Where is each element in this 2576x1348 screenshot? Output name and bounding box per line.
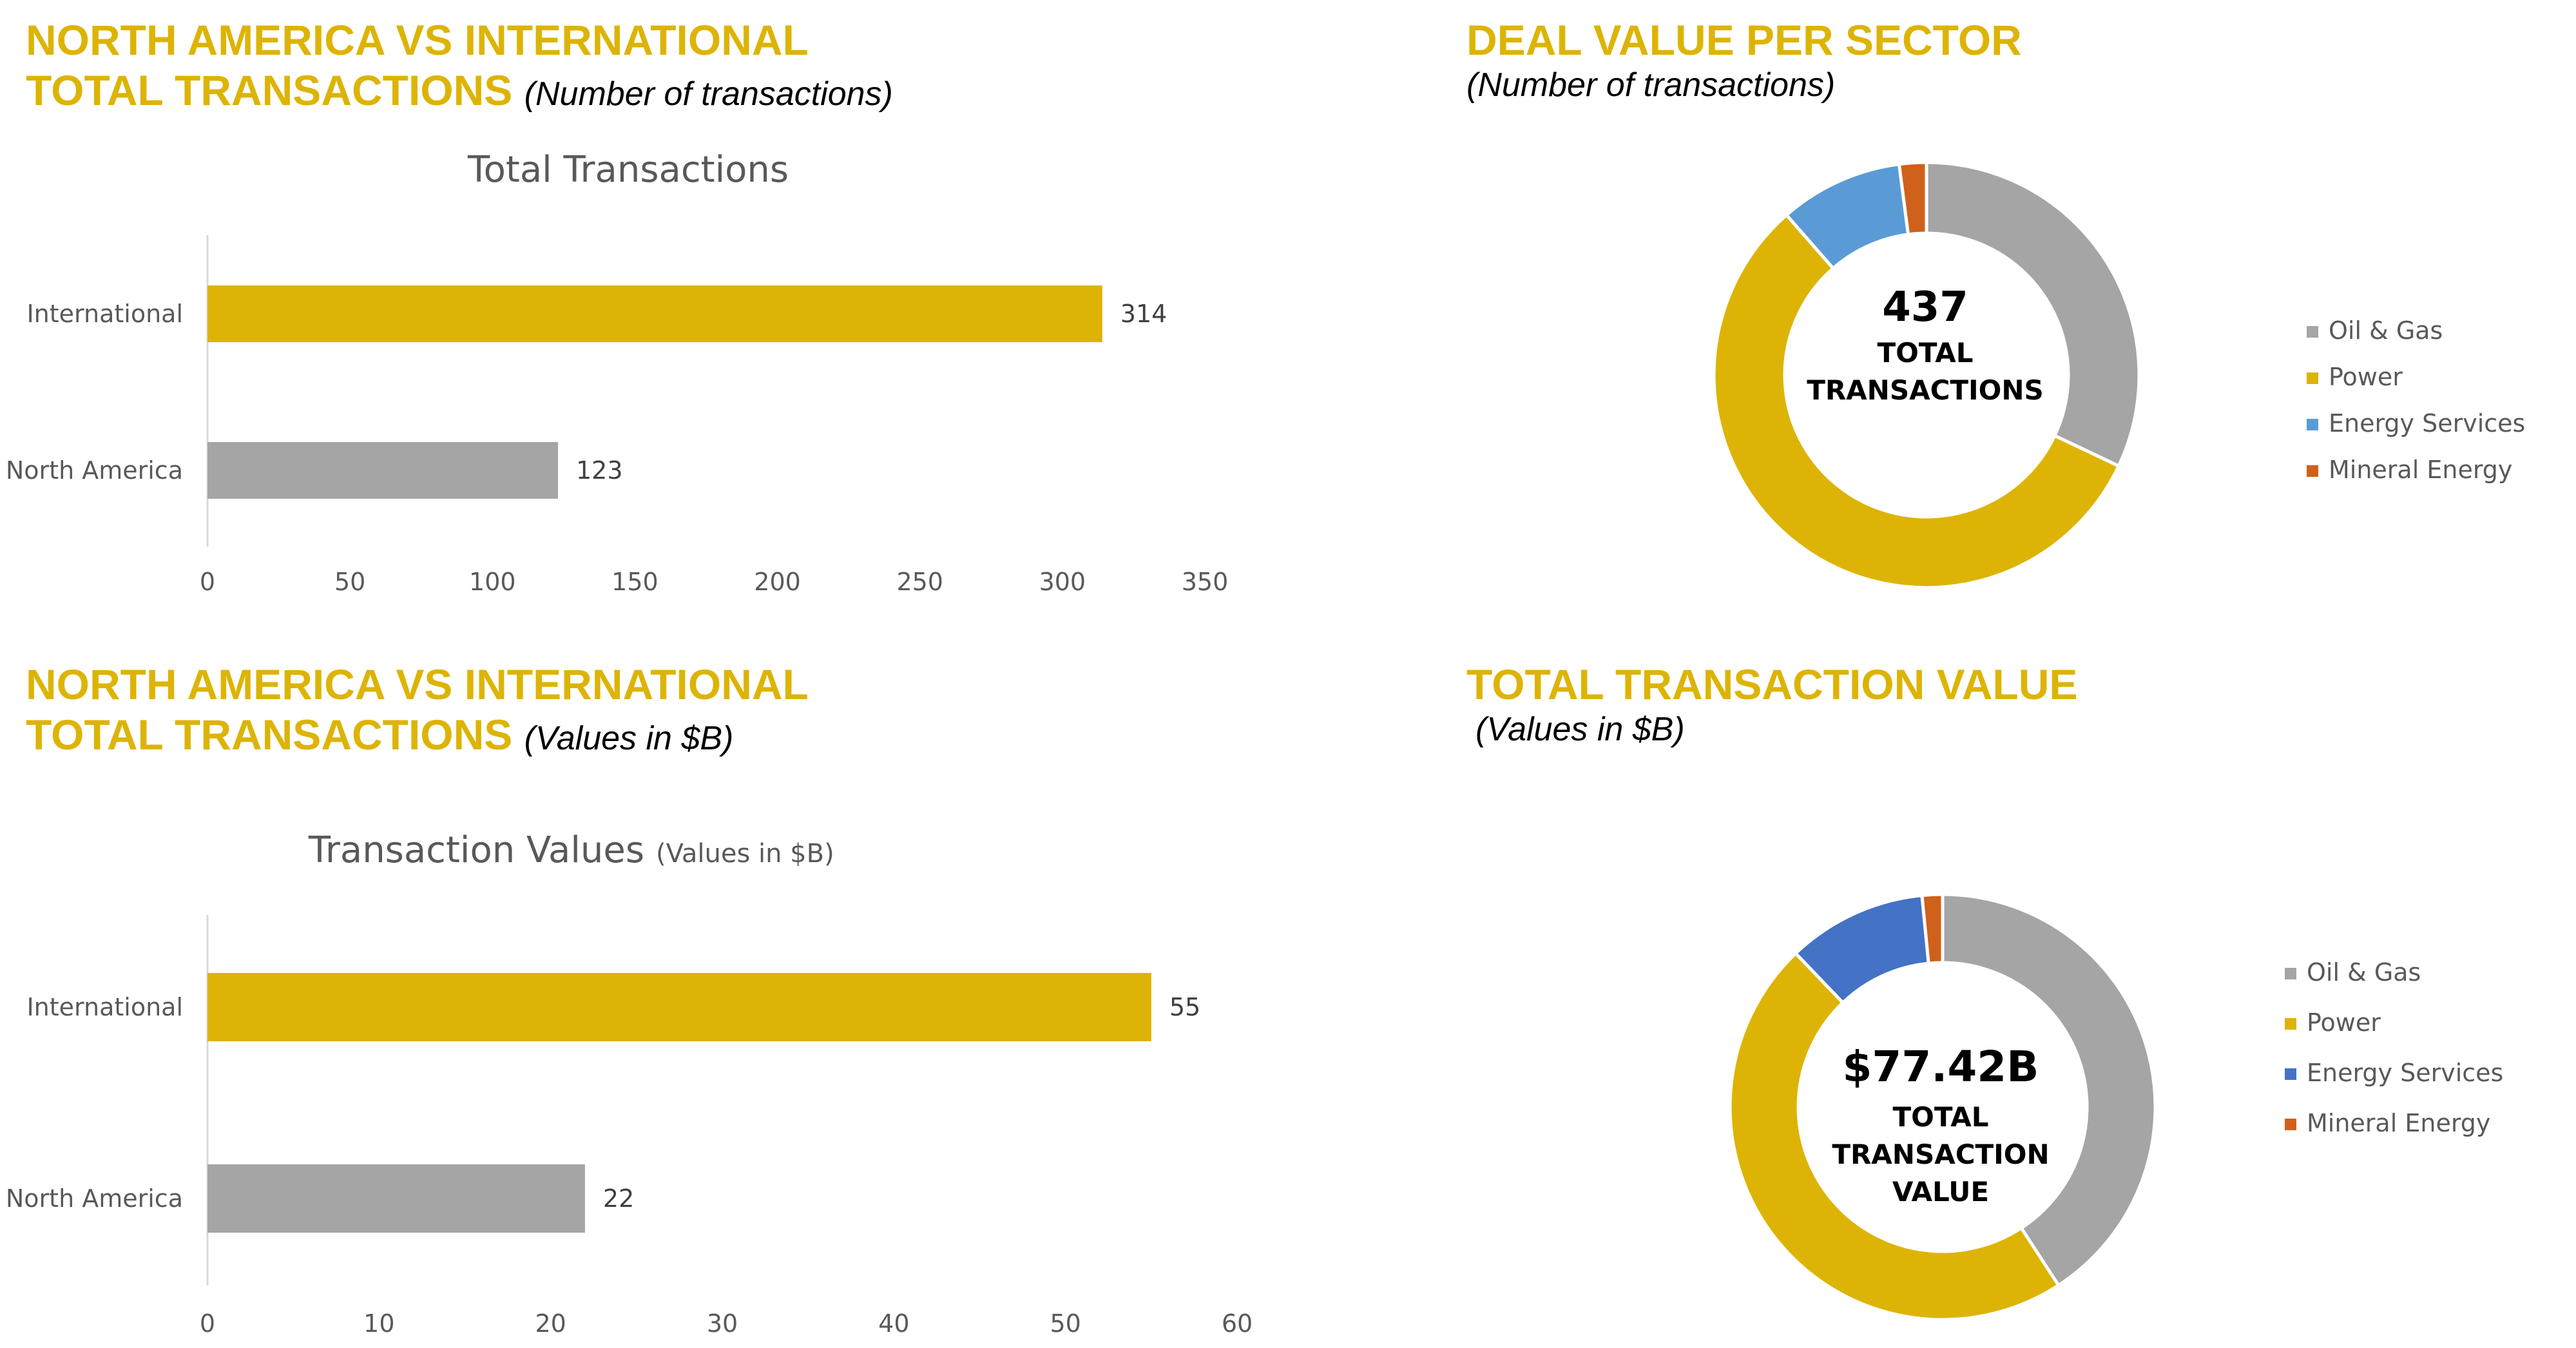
- top-left-heading-sub: (Number of transactions): [524, 75, 893, 113]
- legend-label: Energy Services: [2329, 409, 2525, 438]
- top-left-heading-line2: TOTAL TRANSACTIONS (Number of transactio…: [26, 64, 893, 120]
- bottom-left-heading-line1: NORTH AMERICA VS INTERNATIONAL: [26, 660, 809, 708]
- x-tick-label: 50: [1050, 1309, 1081, 1338]
- bottom-left-heading-sub: (Values in $B): [524, 720, 734, 757]
- top-left-heading-main: TOTAL TRANSACTIONS: [26, 66, 513, 114]
- data-label: 55: [1169, 993, 1200, 1021]
- legend-swatch: [2285, 1018, 2296, 1030]
- slice-oil-gas: [1941, 892, 2157, 1288]
- data-label: 123: [576, 456, 623, 485]
- donut-center-label-line3: VALUE: [1892, 1176, 1989, 1208]
- data-label: 22: [603, 1184, 634, 1213]
- chart-title: Transaction Values: [308, 829, 644, 871]
- bar-international: [207, 285, 1102, 342]
- chart-title: Total Transactions: [467, 149, 789, 191]
- slice-power: [1728, 950, 2061, 1322]
- bar-international: [207, 973, 1151, 1041]
- legend-label: Energy Services: [2307, 1059, 2503, 1087]
- bottom-right-heading: TOTAL TRANSACTION VALUE: [1466, 660, 2078, 708]
- chart-total-transactions: Total Transactions International 314 North…: [6, 149, 1229, 596]
- x-tick-label: 0: [200, 568, 215, 596]
- slice-power: [1712, 213, 2121, 590]
- category-label: International: [26, 993, 183, 1021]
- donut-center-label-line1: TOTAL: [1877, 337, 1973, 369]
- slice-mineral-energy: [1897, 160, 1928, 236]
- slice-oil-gas: [1925, 160, 2141, 468]
- x-tick-label: 30: [707, 1309, 738, 1338]
- donut-center-value: $77.42B: [1843, 1042, 2039, 1092]
- x-tick-label: 300: [1039, 568, 1086, 596]
- legend-label: Oil & Gas: [2307, 958, 2421, 987]
- x-tick-label: 0: [200, 1309, 215, 1338]
- legend-label: Mineral Energy: [2307, 1109, 2490, 1137]
- legend-label: Power: [2329, 363, 2403, 391]
- top-right-heading: DEAL VALUE PER SECTOR: [1466, 16, 2022, 64]
- x-tick-label: 10: [363, 1309, 394, 1338]
- bar-north-america: [207, 1164, 585, 1233]
- x-tick-label: 200: [754, 568, 801, 596]
- category-label: International: [26, 300, 183, 328]
- legend-swatch: [2307, 465, 2318, 477]
- donut-center-label-line2: TRANSACTIONS: [1807, 374, 2044, 406]
- donut-total-transaction-value: $77.42B TOTAL TRANSACTION VALUE Oil & Ga…: [1728, 892, 2503, 1322]
- x-tick-label: 20: [535, 1309, 566, 1338]
- top-left-heading-line1: NORTH AMERICA VS INTERNATIONAL: [26, 16, 809, 64]
- legend-swatch: [2285, 1119, 2296, 1130]
- bottom-left-heading-line2: TOTAL TRANSACTIONS (Values in $B): [26, 709, 733, 764]
- category-label: North America: [6, 456, 183, 485]
- donut-center-label-line1: TOTAL: [1892, 1101, 1988, 1133]
- donut-center-value: 437: [1882, 284, 1968, 331]
- x-tick-label: 350: [1182, 568, 1229, 596]
- legend-swatch: [2285, 1068, 2296, 1080]
- data-label: 314: [1120, 300, 1168, 328]
- bottom-left-heading-main: TOTAL TRANSACTIONS: [26, 711, 513, 758]
- x-tick-label: 250: [896, 568, 943, 596]
- chart-transaction-values: Transaction Values (Values in $B) Intern…: [6, 829, 1253, 1338]
- x-tick-label: 100: [469, 568, 516, 596]
- chart-title-suffix: (Values in $B): [656, 839, 834, 869]
- legend-swatch: [2307, 326, 2318, 338]
- bar-north-america: [207, 442, 559, 499]
- legend-swatch: [2307, 372, 2318, 384]
- legend-label: Power: [2307, 1008, 2381, 1037]
- legend-label: Oil & Gas: [2329, 316, 2443, 345]
- bottom-right-heading-sub: (Values in $B): [1475, 711, 1685, 748]
- x-tick-label: 60: [1222, 1309, 1253, 1338]
- x-tick-label: 50: [334, 568, 365, 596]
- slice-mineral-energy: [1920, 892, 1945, 965]
- x-tick-label: 40: [878, 1309, 909, 1338]
- category-label: North America: [6, 1184, 183, 1213]
- x-tick-label: 150: [611, 568, 658, 596]
- legend-label: Mineral Energy: [2329, 456, 2512, 484]
- legend-swatch: [2307, 419, 2318, 430]
- top-right-heading-sub: (Number of transactions): [1466, 66, 1836, 104]
- donut-deal-value-per-sector: 437 TOTAL TRANSACTIONS Oil & Gas Power Ene…: [1712, 160, 2525, 590]
- donut-center-label-line2: TRANSACTION: [1832, 1139, 2049, 1170]
- legend-swatch: [2285, 968, 2296, 979]
